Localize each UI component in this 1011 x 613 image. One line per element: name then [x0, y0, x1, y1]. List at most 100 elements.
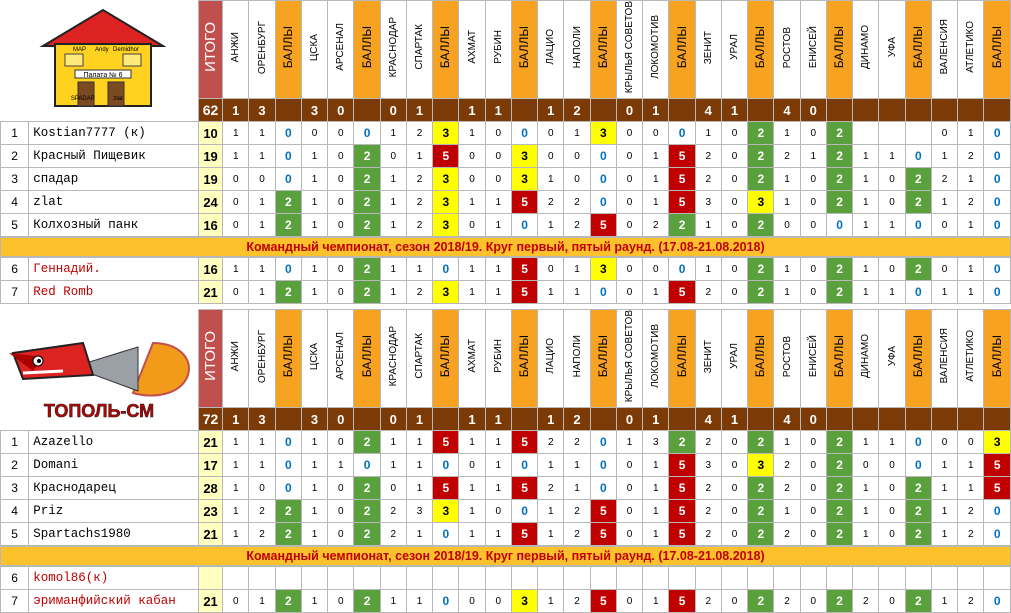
player-name[interactable]: Kostian7777 (к) — [28, 121, 199, 146]
player-name[interactable]: Красный Пищевик — [28, 144, 199, 169]
player-name[interactable]: komol86(к) — [28, 566, 199, 591]
match-points: 5 — [432, 476, 460, 501]
prediction: 1 — [852, 144, 880, 169]
team-header-cell: ДИНАМО — [852, 0, 880, 100]
prediction: 1 — [458, 522, 486, 547]
prediction: 1 — [248, 190, 276, 215]
player-name[interactable]: Red Romb — [28, 280, 199, 305]
match-points — [904, 121, 932, 146]
prediction: 2 — [773, 476, 801, 501]
team-header-cell: ЛАЦИО — [537, 0, 565, 100]
prediction: 0 — [799, 257, 827, 282]
points-header: БАЛЛЫ — [753, 335, 768, 378]
prediction: 1 — [248, 257, 276, 282]
match-points: 5 — [668, 522, 696, 547]
prediction: 1 — [248, 213, 276, 238]
prediction: 0 — [615, 190, 644, 215]
match-points: 2 — [274, 190, 302, 215]
points-header: БАЛЛЫ — [989, 335, 1004, 378]
player-name[interactable]: Azazello — [28, 430, 199, 455]
team-name: ДИНАМО — [860, 25, 872, 70]
match-points: 2 — [353, 589, 381, 613]
match-points: 5 — [668, 499, 696, 524]
match-result-away — [957, 407, 985, 432]
prediction: 1 — [773, 190, 801, 215]
points-header-cell: БАЛЛЫ — [825, 0, 854, 100]
team-name: ЕНИСЕЙ — [807, 26, 819, 69]
points-header: БАЛЛЫ — [674, 335, 689, 378]
prediction: 1 — [458, 280, 486, 305]
prediction: 1 — [405, 144, 434, 169]
player-total: 19 — [197, 144, 224, 169]
prediction: 1 — [300, 280, 329, 305]
player-name[interactable]: Колхозный панк — [28, 213, 199, 238]
points-header-cell: БАЛЛЫ — [904, 308, 932, 409]
match-points: 3 — [432, 121, 460, 146]
row-number: 7 — [0, 589, 30, 613]
prediction: 1 — [563, 121, 591, 146]
team-header-cell: НАПОЛИ — [563, 0, 591, 100]
team-name: ВАЛЕНСИЯ — [939, 19, 951, 75]
prediction: 2 — [405, 121, 434, 146]
row-number: 2 — [0, 144, 30, 169]
player-name[interactable]: Геннадий. — [28, 257, 199, 282]
match-points: 0 — [510, 499, 539, 524]
prediction: 2 — [694, 430, 722, 455]
total-header-cell: ИТОГО — [197, 0, 224, 100]
points-header: БАЛЛЫ — [989, 26, 1004, 69]
match-points: 2 — [825, 190, 854, 215]
match-points — [510, 566, 539, 591]
match-points: 2 — [353, 522, 381, 547]
match-points: 0 — [274, 476, 302, 501]
match-points: 2 — [274, 522, 302, 547]
match-result-points — [668, 98, 696, 123]
player-name[interactable]: спадар — [28, 167, 199, 192]
prediction: 2 — [957, 190, 985, 215]
prediction: 1 — [694, 121, 722, 146]
team-header-cell: АХМАТ — [458, 0, 486, 100]
prediction: 0 — [615, 121, 644, 146]
prediction: 1 — [458, 121, 486, 146]
points-header-cell: БАЛЛЫ — [274, 0, 302, 100]
player-name[interactable]: Краснодарец — [28, 476, 199, 501]
player-name[interactable]: Priz — [28, 499, 199, 524]
prediction: 0 — [957, 430, 985, 455]
points-header-cell: БАЛЛЫ — [589, 308, 617, 409]
team-name: АРСЕНАЛ — [335, 23, 347, 72]
prediction: 0 — [799, 167, 827, 192]
row-number: 4 — [0, 190, 30, 215]
prediction: 0 — [379, 476, 407, 501]
team-header-cell: УФА — [878, 0, 906, 100]
player-name[interactable]: Domani — [28, 453, 199, 478]
team-header-cell: ВАЛЕНСИЯ — [930, 308, 959, 409]
team-name: УРАЛ — [729, 34, 741, 61]
player-name[interactable]: zlat — [28, 190, 199, 215]
prediction: 0 — [799, 453, 827, 478]
match-points: 0 — [983, 167, 1011, 192]
match-points — [668, 566, 696, 591]
prediction: 0 — [799, 280, 827, 305]
prediction — [720, 566, 749, 591]
prediction: 1 — [930, 190, 959, 215]
match-points: 0 — [510, 121, 539, 146]
team-header-cell: СПАРТАК — [405, 0, 434, 100]
prediction: 0 — [537, 257, 565, 282]
player-row: 4 Priz 23 1 2 2 1 0 2 2 3 3 1 0 0 1 2 5 0 1 5 2 0 2 1 0 2 1 0 2 1 2 0 — [0, 499, 1011, 524]
prediction: 0 — [930, 257, 959, 282]
prediction: 1 — [852, 190, 880, 215]
player-name[interactable]: Spartachs1980 — [28, 522, 199, 547]
prediction: 0 — [327, 522, 355, 547]
prediction — [642, 566, 670, 591]
team-name: РУБИН — [492, 30, 504, 65]
points-header-cell: БАЛЛЫ — [747, 0, 775, 100]
player-row: 3 Краснодарец 28 1 0 0 1 0 2 0 1 5 1 1 5 2 1 0 0 1 5 2 0 2 2 0 2 1 0… — [0, 476, 1011, 501]
match-points: 2 — [353, 499, 381, 524]
match-points: 0 — [274, 167, 302, 192]
match-result-home — [852, 98, 880, 123]
row-number: 6 — [0, 257, 30, 282]
prediction: 0 — [878, 453, 906, 478]
player-name[interactable]: эриманфийский кабан — [28, 589, 199, 613]
match-result-away: 1 — [720, 407, 749, 432]
prediction — [300, 566, 329, 591]
team-name: КРЫЛЬЯ СОВЕТОВ — [624, 1, 636, 94]
